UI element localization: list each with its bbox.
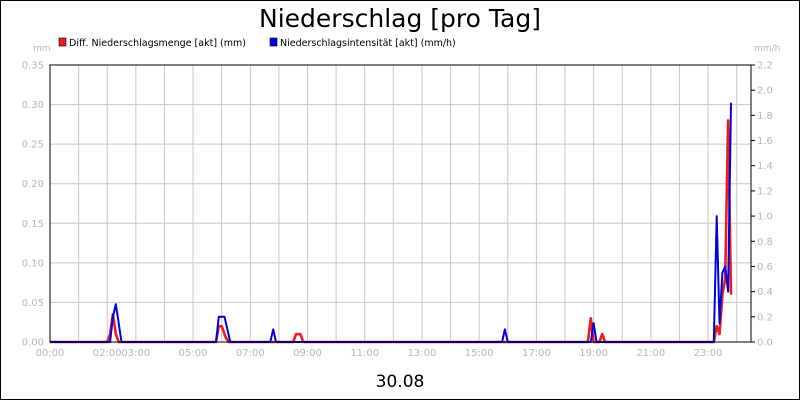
- left-axis-tick-label: 0.00: [22, 338, 44, 349]
- right-axis-tick-label: 1.6: [757, 136, 773, 147]
- right-axis-unit: mm/h: [754, 44, 780, 54]
- date-label: 30.08: [376, 372, 425, 392]
- right-axis-tick-label: 1.4: [757, 161, 773, 172]
- x-axis-tick-label: 05:00: [179, 348, 208, 359]
- left-axis-unit: mm: [33, 44, 51, 54]
- x-axis-tick-label: 23:00: [694, 348, 723, 359]
- x-axis-tick-label: 00:00: [36, 348, 65, 359]
- x-axis-tick-label: 13:00: [408, 348, 437, 359]
- left-axis-ticks: 0.00 0.05 0.10 0.15 0.20 0.25 0.30 0.35: [22, 61, 44, 349]
- right-axis-tick-label: 0.6: [757, 262, 773, 273]
- left-axis-tick-label: 0.25: [22, 140, 44, 151]
- right-axis-tick-label: 1.8: [757, 111, 773, 122]
- left-axis-tick-label: 0.30: [22, 100, 44, 111]
- legend: Diff. Niederschlagsmenge [akt] (mm) Nied…: [58, 37, 456, 49]
- legend-label-precipitation-amount: Diff. Niederschlagsmenge [akt] (mm): [69, 38, 246, 49]
- legend-swatch-precipitation-amount: [58, 37, 67, 47]
- x-axis-tick-label: 07:00: [236, 348, 265, 359]
- x-axis-tick-label: 21:00: [636, 348, 665, 359]
- right-axis-tick-label: 0.8: [757, 237, 773, 248]
- series-line-precipitation-intensity: [50, 102, 732, 343]
- left-axis-tick-label: 0.20: [22, 179, 44, 190]
- right-axis-ticks: 0.0 0.2 0.4 0.6 0.8 1.0 1.2 1.4 1.6 1.8 2.0 2.2: [751, 61, 773, 349]
- right-axis-tick-label: 2.0: [757, 86, 773, 97]
- series-line-precipitation-amount: [50, 119, 733, 344]
- x-axis-ticks: 00:00 02:00 03:00 05:00 07:00 09:00 11:00 13:00…: [36, 348, 723, 359]
- right-axis-tick-label: 1.0: [757, 212, 773, 223]
- grid: [50, 65, 751, 342]
- right-axis-tick-label: 0.2: [757, 312, 773, 323]
- x-axis-tick-label: 02:00: [93, 348, 122, 359]
- x-axis-tick-label: 09:00: [293, 348, 322, 359]
- right-axis-tick-label: 0.4: [757, 287, 773, 298]
- series-lines: [50, 102, 733, 344]
- x-axis-tick-label: 17:00: [522, 348, 551, 359]
- chart-title: Niederschlag [pro Tag]: [259, 4, 541, 33]
- left-axis-tick-label: 0.05: [22, 298, 44, 309]
- plot-area: [49, 64, 752, 343]
- x-axis-tick-label: 03:00: [121, 348, 150, 359]
- right-axis-tick-label: 2.2: [757, 61, 773, 72]
- left-axis-tick-label: 0.15: [22, 219, 44, 230]
- left-axis-tick-label: 0.10: [22, 258, 44, 269]
- right-axis-tick-label: 1.2: [757, 186, 773, 197]
- x-axis-tick-label: 15:00: [465, 348, 494, 359]
- left-axis-tick-label: 0.35: [22, 61, 44, 72]
- legend-label-precipitation-intensity: Niederschlagsintensität [akt] (mm/h): [280, 38, 456, 49]
- x-axis-tick-label: 11:00: [350, 348, 379, 359]
- right-axis-tick-label: 0.0: [757, 338, 773, 349]
- legend-swatch-precipitation-intensity: [269, 37, 278, 47]
- x-axis-tick-label: 19:00: [579, 348, 608, 359]
